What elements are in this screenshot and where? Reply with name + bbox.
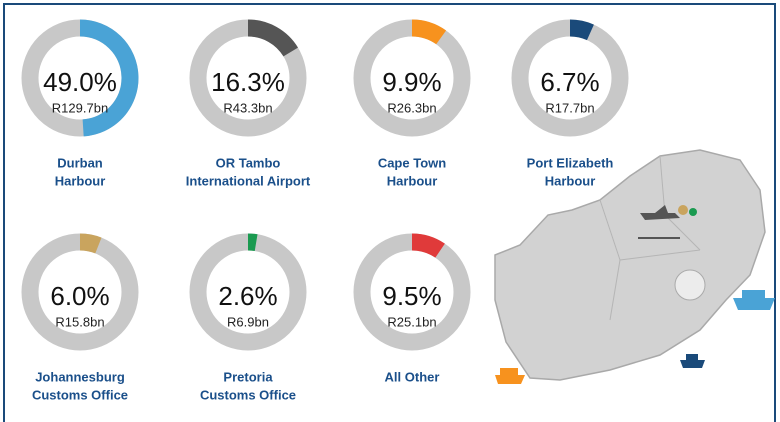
amount-label: R25.1bn: [387, 314, 436, 329]
category-label: All Other: [385, 369, 440, 384]
donut-segment: [79, 233, 102, 254]
category-label: Port Elizabeth: [527, 155, 614, 170]
plane-icon: [640, 205, 680, 220]
amount-label: R15.8bn: [55, 314, 104, 329]
category-label: OR Tambo: [216, 155, 281, 170]
category-label: Harbour: [387, 173, 438, 188]
frame: [3, 3, 776, 422]
donut-segment: [569, 19, 594, 41]
donut-segment: [79, 19, 139, 137]
category-label: International Airport: [186, 173, 311, 188]
donut-segment: [411, 233, 445, 258]
amount-label: R6.9bn: [227, 314, 269, 329]
amount-label: R26.3bn: [387, 100, 436, 115]
percent-label: 9.5%: [382, 281, 441, 311]
country-shape: [494, 149, 766, 381]
pin: [689, 208, 697, 216]
pin: [678, 205, 688, 215]
category-label: Durban: [57, 155, 103, 170]
category-label: Harbour: [55, 173, 106, 188]
category-label: Cape Town: [378, 155, 446, 170]
ship-icon: [495, 368, 525, 384]
category-label: Pretoria: [223, 369, 273, 384]
ship-icon: [680, 354, 705, 368]
percent-label: 16.3%: [211, 67, 285, 97]
lesotho: [674, 269, 706, 301]
category-label: Johannesburg: [35, 369, 125, 384]
percent-label: 49.0%: [43, 67, 117, 97]
donut-segment: [247, 233, 258, 252]
map: [494, 149, 775, 384]
ship-icon: [733, 290, 775, 310]
percent-label: 2.6%: [218, 281, 277, 311]
category-label: Customs Office: [200, 387, 296, 402]
category-label: Customs Office: [32, 387, 128, 402]
amount-label: R43.3bn: [223, 100, 272, 115]
amount-label: R17.7bn: [545, 100, 594, 115]
donut-segment: [411, 19, 447, 45]
percent-label: 6.0%: [50, 281, 109, 311]
category-label: Harbour: [545, 173, 596, 188]
percent-label: 9.9%: [382, 67, 441, 97]
donut-segment: [247, 19, 298, 57]
amount-label: R129.7bn: [52, 100, 108, 115]
percent-label: 6.7%: [540, 67, 599, 97]
